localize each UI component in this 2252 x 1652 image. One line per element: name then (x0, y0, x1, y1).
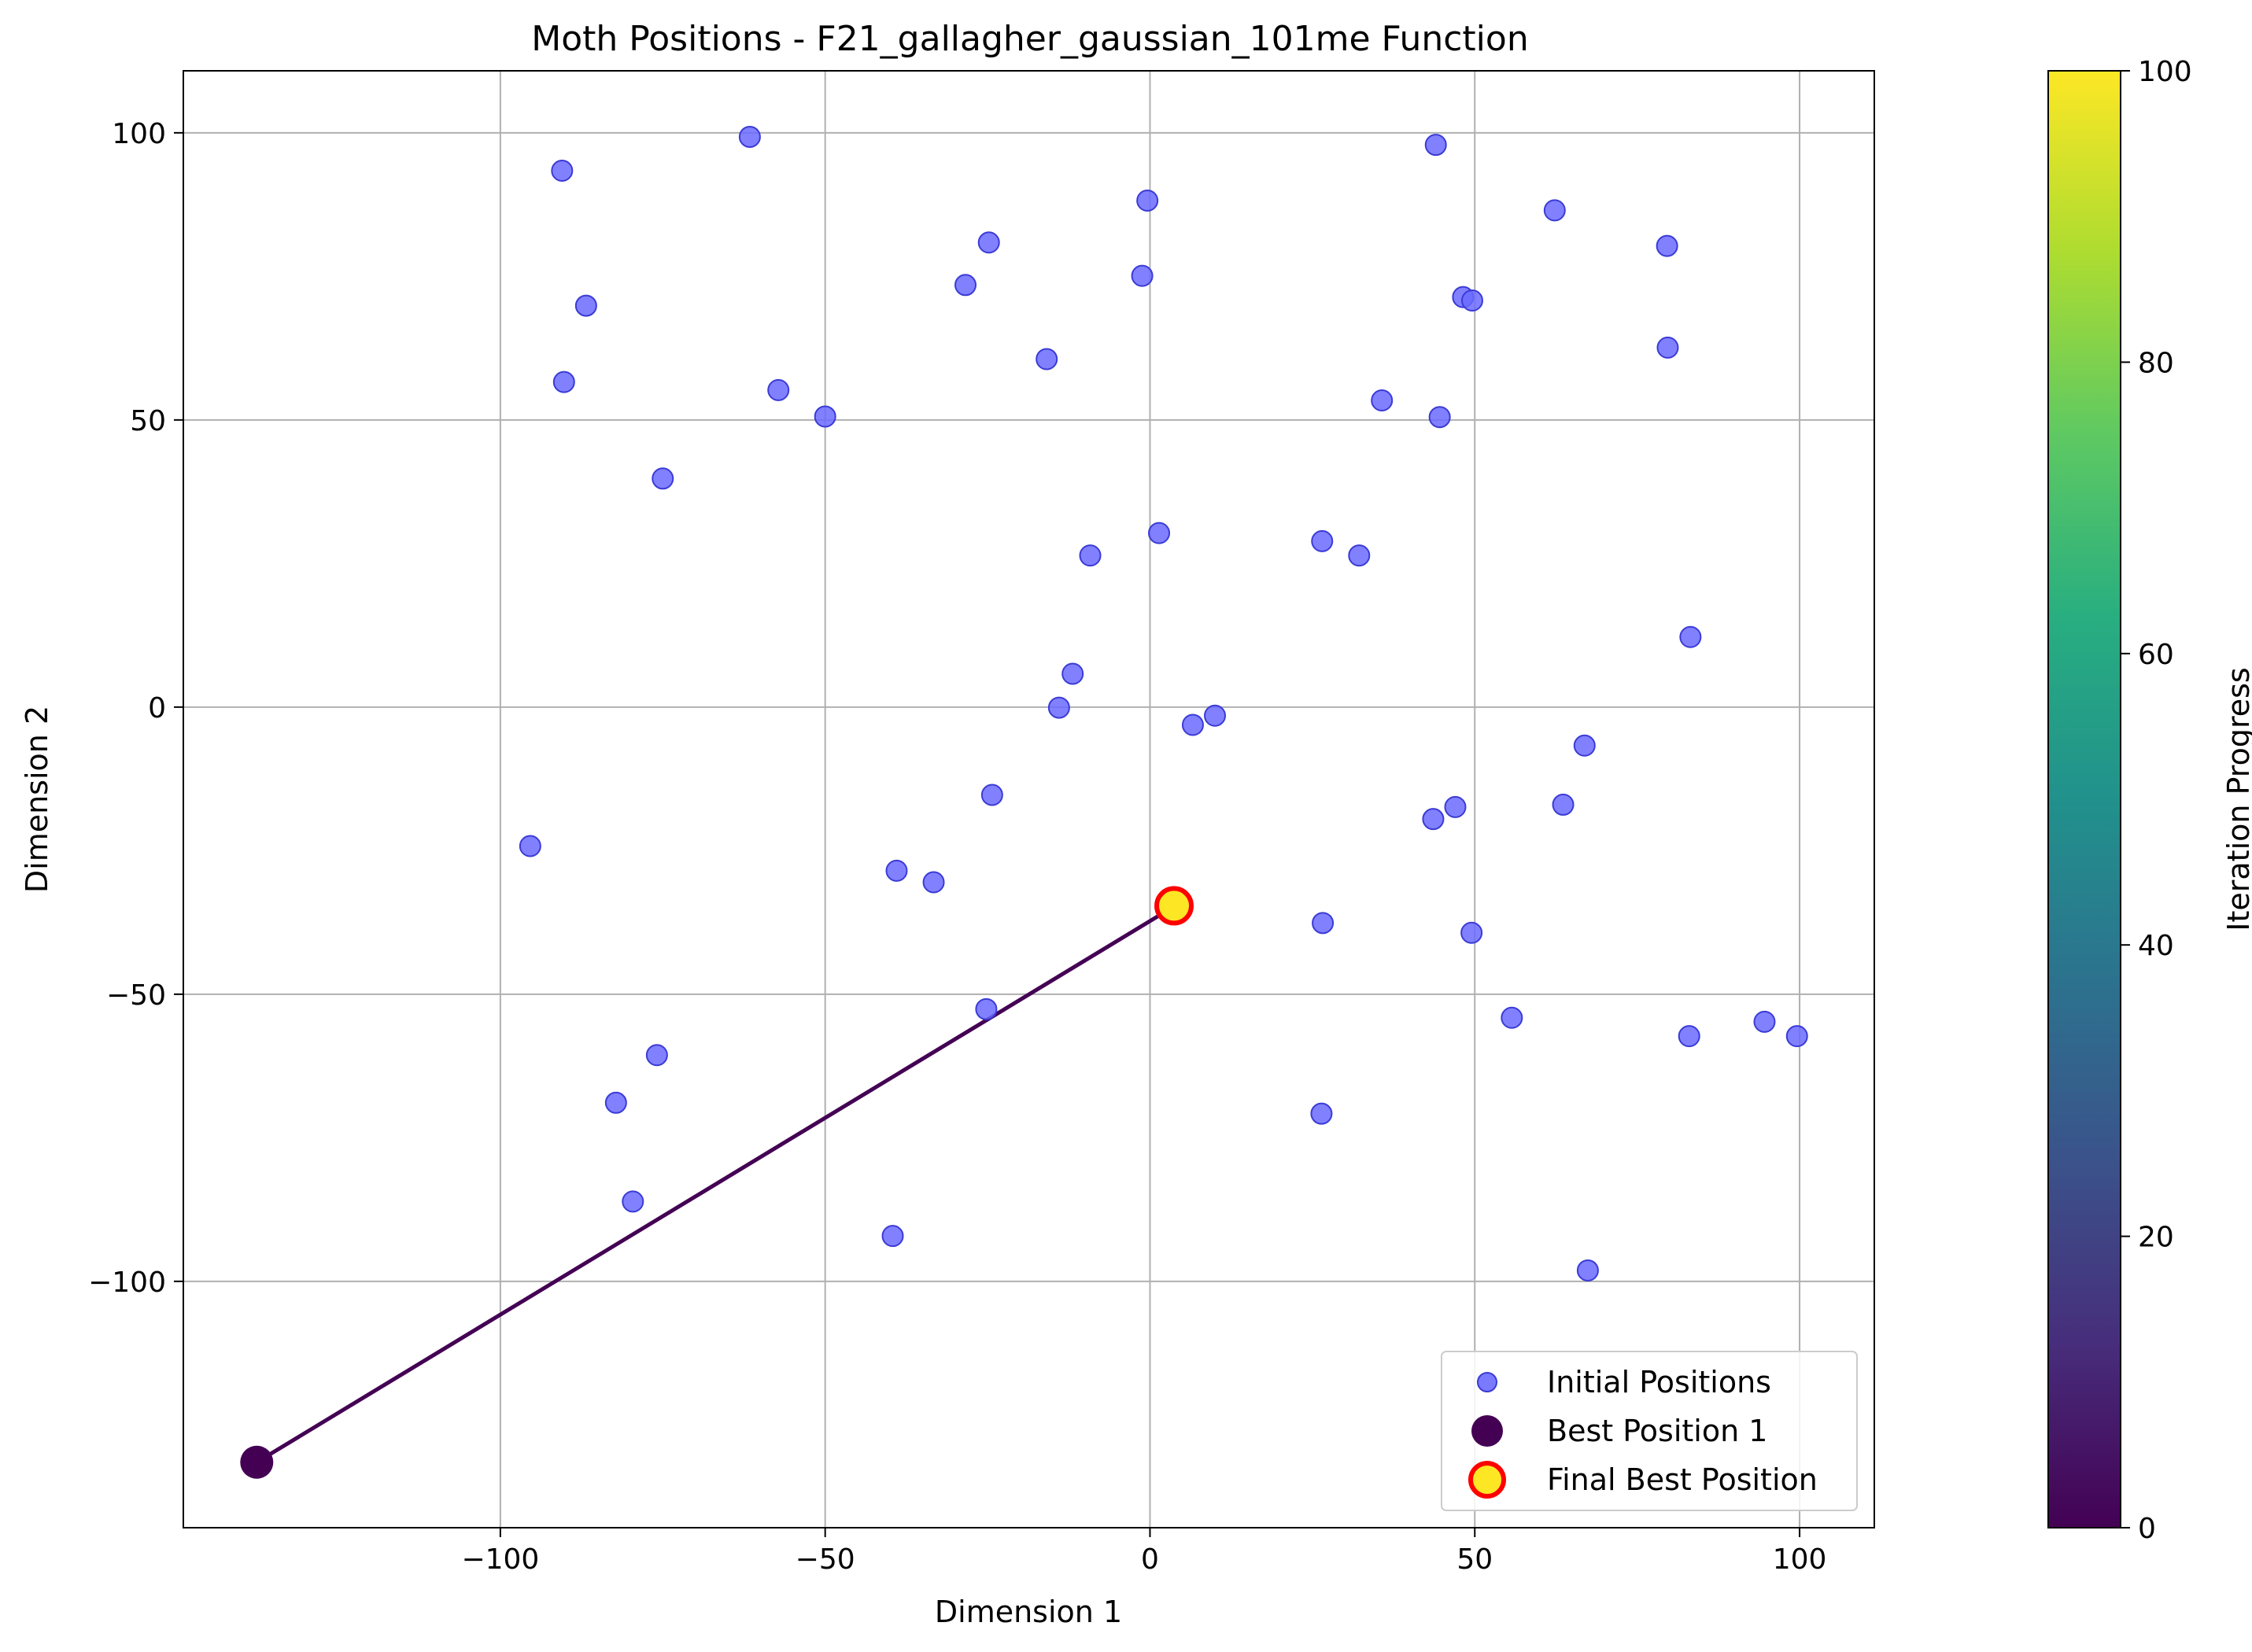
initial-position-point (1148, 522, 1171, 544)
initial-position-point (1576, 1259, 1599, 1281)
colorbar-gradient (2047, 70, 2121, 1528)
initial-position-point (1460, 289, 1483, 312)
x-tick-label: −50 (796, 1543, 855, 1576)
legend: Initial Positions Best Position 1 Final … (1441, 1351, 1858, 1511)
initial-position-point (604, 1091, 627, 1114)
initial-position-point (552, 371, 575, 393)
colorbar-label: Iteration Progress (2221, 667, 2252, 931)
legend-label-best-start: Best Position 1 (1547, 1414, 1767, 1448)
y-tick-label: 100 (112, 118, 166, 150)
initial-position-point (980, 784, 1003, 806)
initial-position-point (551, 160, 574, 183)
y-axis-label: Dimension 2 (20, 706, 54, 893)
initial-position-point (975, 997, 998, 1020)
y-tick-label: 50 (130, 405, 166, 437)
initial-position-point (1552, 793, 1575, 816)
initial-position-point (1501, 1006, 1523, 1029)
initial-position-point (814, 405, 836, 428)
initial-position-point (1428, 406, 1451, 429)
initial-position-point (1444, 795, 1467, 818)
data-points (240, 125, 1808, 1479)
initial-position-point (622, 1190, 644, 1213)
initial-position-point (977, 231, 1000, 254)
x-tick-label: 50 (1456, 1543, 1493, 1576)
legend-marker-final (1468, 1461, 1506, 1499)
initial-position-point (1573, 734, 1596, 757)
colorbar-tick-label: 100 (2138, 56, 2192, 88)
initial-position-point (1312, 912, 1335, 935)
initial-position-point (881, 1225, 904, 1248)
y-axis-ticks: −100 −50 0 50 100 (88, 118, 183, 1299)
initial-position-point (1543, 199, 1566, 222)
legend-label-initial: Initial Positions (1547, 1365, 1771, 1399)
initial-position-point (1310, 1102, 1333, 1125)
initial-position-point (1656, 234, 1678, 257)
colorbar-ticks: 0 20 40 60 80 100 (2121, 56, 2192, 1545)
initial-position-point (1753, 1010, 1776, 1033)
initial-position-point (767, 378, 790, 401)
initial-position-point (954, 274, 977, 297)
initial-position-point (1204, 704, 1227, 727)
initial-position-point (1036, 348, 1058, 371)
x-axis-label: Dimension 1 (935, 1595, 1122, 1629)
final-best-position-point (1154, 886, 1194, 926)
initial-position-point (1136, 189, 1159, 212)
colorbar-tick-label: 60 (2138, 639, 2174, 671)
initial-position-point (1679, 625, 1702, 648)
colorbar-tick-label: 0 (2138, 1513, 2156, 1545)
initial-position-point (738, 125, 761, 148)
legend-marker-best-start (1471, 1415, 1503, 1447)
plot-area: −100 −50 0 50 100 −100 −50 0 50 100 (88, 70, 1875, 1576)
initial-position-point (1131, 264, 1154, 287)
initial-position-point (1061, 662, 1084, 685)
legend-box (1441, 1351, 1858, 1511)
initial-position-point (574, 294, 597, 317)
chart-title: Moth Positions - F21_gallagher_gaussian_… (531, 19, 1528, 59)
initial-position-point (645, 1044, 668, 1067)
plot-frame (183, 70, 1875, 1528)
x-tick-label: 0 (1141, 1543, 1159, 1576)
legend-label-final: Final Best Position (1547, 1462, 1818, 1497)
initial-position-point (1371, 389, 1394, 412)
initial-position-point (1422, 808, 1445, 831)
initial-position-point (1079, 544, 1102, 567)
initial-position-point (1678, 1025, 1700, 1048)
x-tick-label: −100 (461, 1543, 539, 1576)
y-tick-label: 0 (148, 692, 166, 725)
y-tick-label: −50 (106, 979, 166, 1012)
y-tick-label: −100 (88, 1267, 166, 1299)
initial-position-point (1181, 714, 1204, 736)
x-tick-label: 100 (1773, 1543, 1827, 1576)
legend-marker-initial (1477, 1372, 1497, 1392)
initial-position-point (1424, 134, 1447, 157)
best-position-1-point (240, 1445, 274, 1479)
initial-position-point (885, 859, 908, 882)
initial-position-point (1785, 1025, 1808, 1048)
initial-position-point (1460, 921, 1483, 944)
initial-position-point (1656, 336, 1679, 359)
colorbar-tick-label: 20 (2138, 1222, 2174, 1254)
colorbar-tick-label: 80 (2138, 347, 2174, 379)
initial-position-point (922, 871, 945, 894)
x-axis-ticks: −100 −50 0 50 100 (461, 1528, 1826, 1576)
improvement-arrow (255, 909, 1166, 1464)
initial-position-point (1348, 544, 1371, 567)
grid (183, 71, 1874, 1528)
initial-position-point (652, 467, 674, 490)
initial-position-point (1311, 529, 1334, 552)
colorbar-tick-label: 40 (2138, 930, 2174, 962)
initial-position-point (1047, 696, 1070, 719)
initial-position-point (519, 835, 541, 857)
colorbar: 0 20 40 60 80 100 Iteration Progress (2047, 56, 2252, 1545)
